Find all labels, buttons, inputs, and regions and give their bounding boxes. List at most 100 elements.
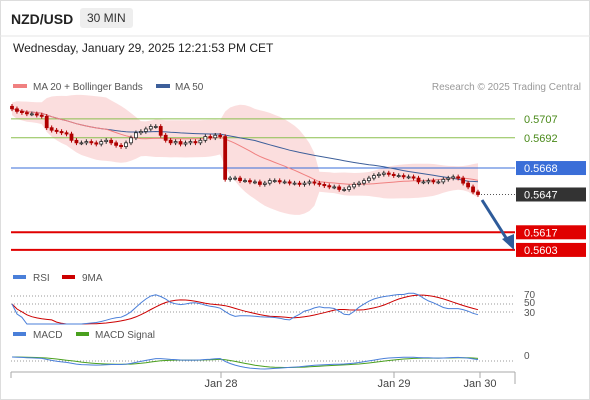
candle-body [193, 141, 198, 144]
candle-body [421, 181, 426, 184]
x-tick-jan29: Jan 29 [377, 378, 410, 390]
time-axis: Jan 28 Jan 29 Jan 30 [10, 371, 516, 390]
candle-body [436, 181, 441, 184]
forecast-arrow [480, 199, 514, 250]
candle-body [347, 186, 352, 190]
candle-body [114, 142, 119, 146]
candle-body [94, 142, 99, 145]
ma50-legend-label: MA 50 [175, 82, 204, 93]
candle-body [332, 186, 337, 189]
candle-body [79, 142, 84, 145]
candle-body [54, 129, 59, 132]
candle-body [178, 141, 183, 145]
macd-tick-0: 0 [524, 351, 530, 362]
candle-body [337, 186, 342, 190]
candle-body [446, 177, 451, 180]
candle-body [257, 181, 262, 185]
candle-body [371, 175, 376, 179]
candle-body [99, 141, 104, 145]
candle-body [29, 113, 34, 116]
candle-body [143, 128, 148, 132]
rsi-9ma-legend-swatch [62, 275, 75, 279]
candle-body [39, 114, 44, 117]
candle-body [49, 127, 54, 131]
candle-body [367, 177, 371, 182]
candle-body [376, 173, 381, 176]
candle-body [198, 139, 203, 144]
level-0-5603-tag [516, 242, 586, 257]
x-tick-jan28: Jan 28 [204, 378, 237, 390]
candle-body [104, 139, 109, 142]
candle-body [44, 115, 49, 129]
bollinger-bands [12, 94, 478, 215]
candle-body [426, 180, 431, 183]
candle-body [461, 177, 466, 184]
macd-legend-label: MACD [33, 330, 62, 341]
level-0-5707-label: 0.5707 [524, 114, 558, 126]
candle-body [262, 182, 267, 185]
candle-body [471, 186, 475, 193]
ma50-legend-swatch [156, 84, 170, 88]
timeframe-badge[interactable]: 30 MIN [80, 8, 133, 28]
candle-body [213, 134, 218, 139]
forecast-arrow-shaft [480, 199, 510, 242]
candle-body [362, 180, 366, 184]
candle-body [386, 172, 391, 175]
candle-body [238, 177, 242, 182]
candle-body [124, 142, 128, 148]
level-0-5668-label: 0.5668 [524, 163, 558, 175]
candle-body [451, 176, 456, 179]
level-0-5617-tag [516, 225, 586, 240]
candle-body [297, 182, 302, 185]
candle-body [134, 132, 138, 139]
candle-body [312, 181, 317, 184]
candle-body [109, 139, 114, 144]
ma20-legend-label: MA 20 + Bollinger Bands [33, 82, 143, 93]
candle-body [352, 184, 356, 188]
chart-header: NZD/USD 30 MIN [0, 0, 590, 36]
macd-legend-swatch [13, 332, 26, 336]
candle-body [277, 180, 282, 183]
candle-body [173, 141, 178, 144]
candle-body [158, 126, 163, 136]
rsi-legend-label: RSI [33, 273, 50, 284]
candle-body [168, 139, 173, 144]
candle-body [292, 182, 297, 185]
candle-body [476, 191, 480, 195]
research-credit: Research © 2025 Trading Central [432, 82, 581, 93]
candle-body [357, 182, 361, 185]
candle-body [163, 134, 168, 141]
macd-line [11, 356, 479, 370]
moving-averages [11, 108, 479, 185]
x-tick-jan30: Jan 30 [463, 378, 496, 390]
candle-body [416, 177, 421, 183]
candle-body [267, 180, 272, 184]
candle-body [34, 113, 39, 116]
candle-body [243, 180, 247, 183]
candle-body [282, 181, 287, 184]
level-0-5617-label: 0.5617 [524, 227, 558, 239]
candle-body [218, 134, 223, 137]
rsi-9ma-line [11, 294, 479, 325]
candle-body [253, 181, 257, 184]
ma20-legend-swatch [13, 84, 27, 88]
candle-body [138, 131, 143, 134]
price-levels: 0.5707 0.5692 0.5668 0.5647 0.5617 0.5603 [11, 114, 586, 257]
candle-body [431, 180, 436, 183]
candle-body [89, 141, 94, 144]
candle-body [153, 126, 158, 128]
forecast-arrow-head [502, 234, 514, 250]
candle-body [272, 180, 277, 183]
rsi-tick-30: 30 [524, 308, 536, 319]
candle-body [441, 178, 446, 183]
candle-body [203, 136, 208, 141]
candle-body [74, 139, 79, 144]
macd-signal-legend-label: MACD Signal [95, 330, 155, 341]
rsi-9ma-legend-label: 9MA [82, 273, 103, 284]
candle-body [466, 182, 470, 188]
candle-body [396, 175, 401, 177]
candle-body [327, 185, 332, 188]
candle-body [69, 133, 74, 141]
timestamp: Wednesday, January 29, 2025 12:21:53 PM … [13, 41, 274, 55]
